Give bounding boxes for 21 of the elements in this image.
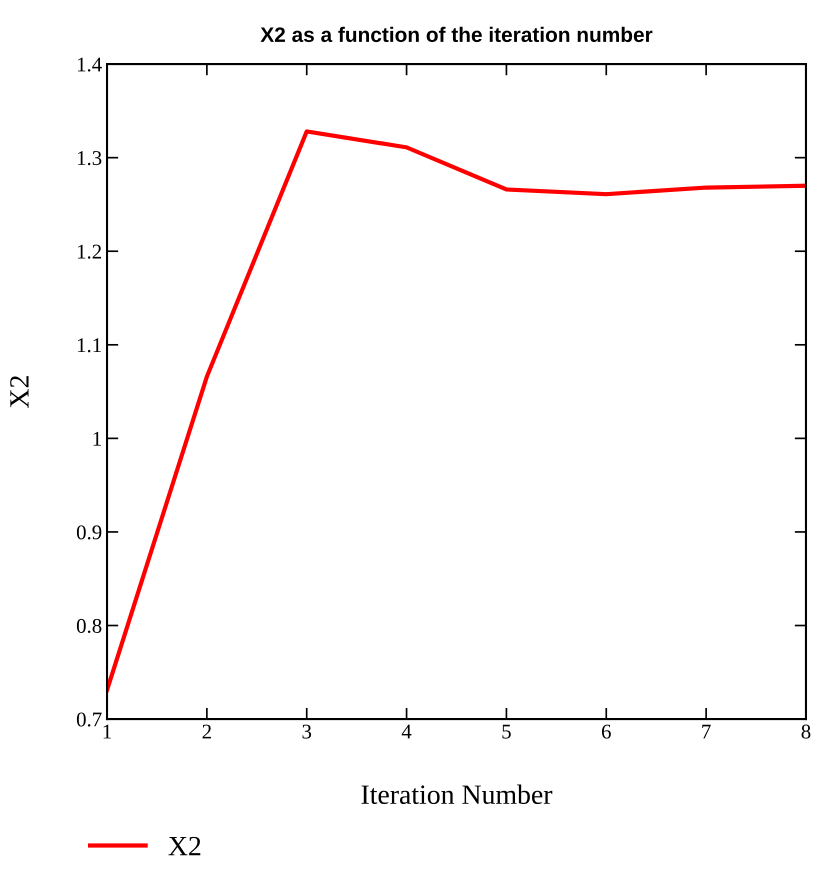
y-tick-label: 1.4 <box>78 58 102 72</box>
chart-title: X2 as a function of the iteration number <box>260 26 652 42</box>
x-tick-label: 4 <box>402 724 412 738</box>
y-tick-label: 1.1 <box>78 338 101 352</box>
y-tick-label: 0.8 <box>76 618 102 634</box>
legend-label: X2 <box>168 836 200 856</box>
x-tick-label: 7 <box>702 724 711 738</box>
y-tick-label: 0.7 <box>76 712 102 727</box>
y-tick-label: 1.2 <box>78 244 102 259</box>
x-tick-label: 8 <box>802 724 810 739</box>
x-tick-label: 5 <box>502 724 511 739</box>
y-tick-label: 1.3 <box>78 151 102 166</box>
line-series <box>107 129 806 692</box>
x-axis-title: Iteration Number <box>361 784 552 804</box>
x-tick-label: 6 <box>602 724 611 739</box>
y-tick-label: 0.9 <box>76 525 102 540</box>
x-tick-label: 1 <box>104 724 111 738</box>
x-tick-label: 2 <box>202 724 211 738</box>
y-axis-title: X2 <box>10 376 29 408</box>
x-tick-label: 3 <box>302 724 312 739</box>
y-tick-label: 1 <box>94 432 101 446</box>
